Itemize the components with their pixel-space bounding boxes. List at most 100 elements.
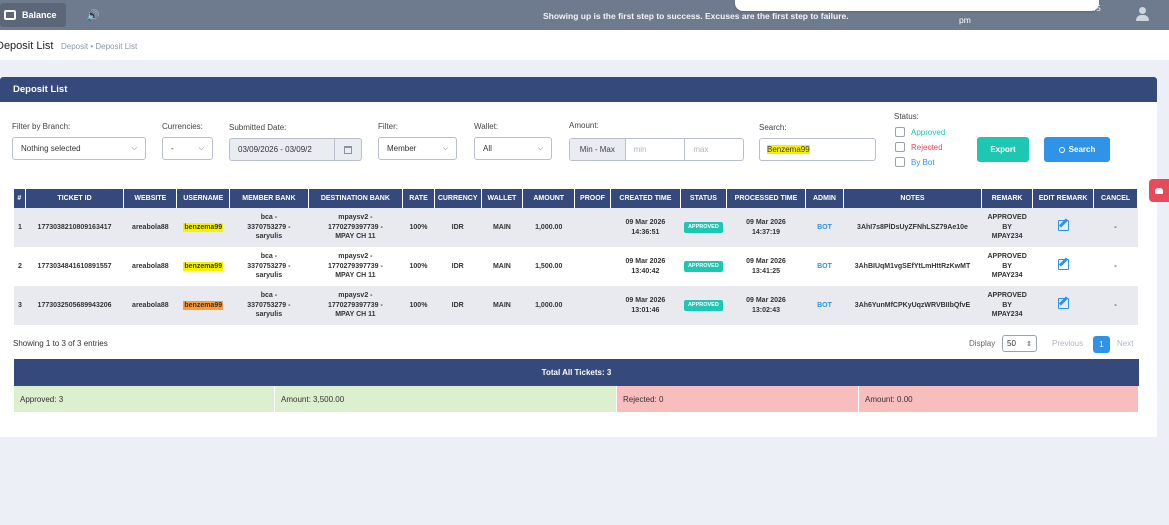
speaker-icon[interactable]: 🔊 xyxy=(86,10,100,22)
notes: 3AhBIUqM1vgSEfYtLmHttRzKwMT xyxy=(854,262,971,270)
status-label: Status: xyxy=(894,112,919,121)
member-bank-line: bca - xyxy=(260,214,278,222)
col-header: NOTES xyxy=(843,189,983,208)
col-header: ADMIN xyxy=(805,189,844,208)
chevron-down-icon: ⌵ xyxy=(442,144,448,152)
amount: 1,000.00 xyxy=(535,223,563,231)
dest-bank-line: mpaysv2 - xyxy=(338,214,373,222)
search-input[interactable]: Benzema99 xyxy=(759,138,876,161)
row-number: 1 xyxy=(18,223,22,231)
cancel: - xyxy=(1114,262,1117,270)
remark-line: BY xyxy=(1002,223,1012,231)
export-button[interactable]: Export xyxy=(977,137,1029,162)
remark: APPROVED BY MPAY234 xyxy=(982,247,1033,286)
col-header: REMARK xyxy=(981,189,1034,208)
username: benzema99 xyxy=(183,300,224,310)
edit-icon[interactable] xyxy=(1057,259,1069,271)
notes: 3AhI7s8PlDsUyZFNhLSZ79Ae10e xyxy=(857,223,968,231)
username-cell: benzema99 xyxy=(177,208,230,247)
checkbox[interactable] xyxy=(895,142,905,152)
status-badge: APPROVED xyxy=(683,221,723,234)
ticket-id: 1773034841610891557 xyxy=(37,262,112,270)
col-header: EDIT REMARK xyxy=(1032,189,1095,208)
status-bybot-checkbox[interactable]: By Bot xyxy=(895,157,935,167)
breadcrumb-path[interactable]: Deposit • Deposit List xyxy=(61,42,138,51)
amount: 1,000.00 xyxy=(535,301,563,309)
remark-line: BY xyxy=(1002,262,1012,270)
rate: 100% xyxy=(409,223,428,231)
approved-amount: Amount: 3,500.00 xyxy=(275,386,617,412)
approved-count: Approved: 3 xyxy=(14,386,275,412)
cancel: - xyxy=(1114,301,1117,309)
processed-clock: 13:02:43 xyxy=(751,306,780,314)
created-time: 09 Mar 2026 13:40:42 xyxy=(610,247,680,286)
status-approved-checkbox[interactable]: Approved xyxy=(895,127,945,137)
balance-label: Balance xyxy=(22,10,57,20)
filter-select[interactable]: Member ⌵ xyxy=(378,137,457,160)
username: benzema99 xyxy=(183,222,224,232)
checkbox[interactable] xyxy=(895,127,905,137)
col-header: # xyxy=(14,189,26,208)
member-bank: bca -3370753279 - saryulis xyxy=(230,286,308,325)
date-value: 03/09/2026 - 03/09/2 xyxy=(238,145,312,154)
rate: 100% xyxy=(409,301,428,309)
status-badge: APPROVED xyxy=(683,260,723,273)
entries-info: Showing 1 to 3 of 3 entries xyxy=(13,339,108,348)
date-range-field[interactable]: 03/09/2026 - 03/09/2 xyxy=(229,138,362,161)
wallet-select[interactable]: All ⌵ xyxy=(474,137,552,160)
destination-bank: mpaysv2 -1770279397739 - MPAY CH 11 xyxy=(308,208,403,247)
table-header-row: # TICKET ID WEBSITE USERNAME MEMBER BANK… xyxy=(14,189,1138,208)
branch-select[interactable]: Nothing selected ⌵ xyxy=(12,137,146,160)
created-clock: 14:36:51 xyxy=(631,228,660,236)
dest-bank-line: 1770279397739 - xyxy=(327,262,383,270)
processed-time: 09 Mar 2026 13:41:25 xyxy=(726,247,805,286)
ticket-id: 1773032505689943206 xyxy=(37,301,112,309)
col-header: CANCEL xyxy=(1093,189,1138,208)
user-icon[interactable] xyxy=(1136,7,1149,22)
previous-button[interactable]: Previous xyxy=(1052,339,1084,348)
calendar-icon[interactable] xyxy=(334,139,361,160)
search-button[interactable]: Search xyxy=(1044,137,1110,162)
next-button[interactable]: Next xyxy=(1117,339,1134,348)
search-button-label: Search xyxy=(1068,145,1096,154)
col-header: PROCESSED TIME xyxy=(726,189,807,208)
amount-min-input[interactable]: min xyxy=(633,145,647,154)
status-rejected-label: Rejected xyxy=(911,142,943,152)
member-bank-line: saryulis xyxy=(255,233,283,241)
member-bank-line: bca - xyxy=(260,253,278,261)
proof xyxy=(575,286,611,325)
chevron-down-icon: ⌵ xyxy=(537,144,543,152)
admin: BOT xyxy=(817,262,832,270)
edit-icon[interactable] xyxy=(1057,298,1069,310)
member-bank-line: saryulis xyxy=(255,272,283,280)
page-size-select[interactable]: 50 ⇕ xyxy=(1002,335,1037,352)
website: areabola88 xyxy=(132,262,169,270)
clock-time: :45 xyxy=(1089,3,1101,13)
table-row: 1 1773038210809163417 areabola88 benzema… xyxy=(14,208,1138,247)
support-float-button[interactable] xyxy=(1149,179,1169,202)
edit-remark-cell xyxy=(1033,208,1094,247)
balance-button[interactable]: Balance xyxy=(0,3,66,27)
remark-line: MPAY234 xyxy=(991,272,1023,280)
status-cell: APPROVED xyxy=(681,286,727,325)
amount: 1,500.00 xyxy=(535,262,563,270)
ticket-id: 1773038210809163417 xyxy=(37,223,112,231)
remark-line: APPROVED xyxy=(987,253,1027,261)
chevron-down-icon: ⌵ xyxy=(198,144,204,152)
status-rejected-checkbox[interactable]: Rejected xyxy=(895,142,943,152)
edit-icon[interactable] xyxy=(1057,220,1069,232)
website: areabola88 xyxy=(132,301,169,309)
col-header: WALLET xyxy=(481,189,524,208)
amount-max-input[interactable]: max xyxy=(684,139,743,160)
page-1-button[interactable]: 1 xyxy=(1093,336,1110,353)
motto-text: Showing up is the first step to success.… xyxy=(543,11,849,21)
checkbox[interactable] xyxy=(895,157,905,167)
search-icon xyxy=(1058,146,1065,153)
wallet-value: All xyxy=(483,144,492,153)
amount-addon: Min - Max xyxy=(570,139,626,160)
dest-bank-line: mpaysv2 - xyxy=(338,292,373,300)
processed-date: 09 Mar 2026 xyxy=(746,219,786,227)
notes: 3Ah6YunMfCPKyUqzWRVBIIbQfvE xyxy=(854,301,971,309)
display-label: Display xyxy=(969,339,996,348)
currency-select[interactable]: - ⌵ xyxy=(162,137,213,160)
